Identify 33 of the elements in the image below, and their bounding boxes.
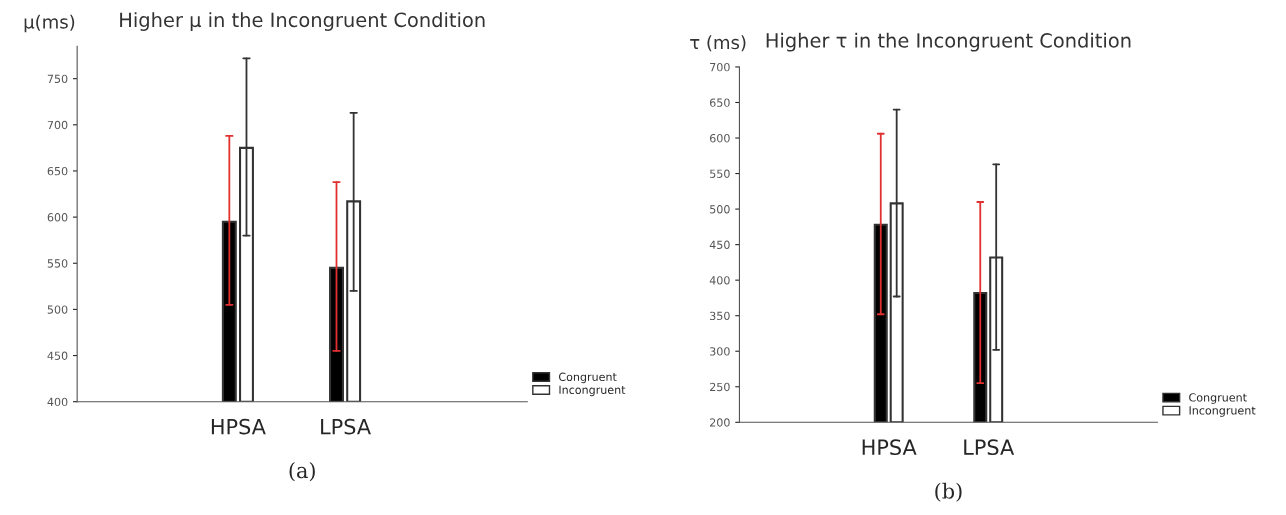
text: (b) <box>935 482 962 502</box>
legend-label: Congruent <box>1189 393 1247 404</box>
y-tick-label: 600 <box>709 133 730 143</box>
y-tick-label: 350 <box>710 311 730 321</box>
legend-label: Congruent <box>558 372 617 384</box>
y-tick-label: 600 <box>47 213 68 222</box>
y-tick-label: 300 <box>710 347 730 356</box>
x-tick-label: LPSA <box>964 439 1015 456</box>
y-tick-label: 700 <box>47 120 68 130</box>
y-tick-label: 650 <box>47 166 68 176</box>
y-tick-label: 400 <box>709 276 730 285</box>
y-tick-label: 250 <box>710 382 730 392</box>
y-tick-label: 750 <box>47 74 68 84</box>
y-tick-label: 700 <box>710 62 730 72</box>
chart-title: Higher μ in the Incongruent Condition <box>120 12 485 31</box>
x-tick-label: HPSA <box>862 439 917 456</box>
y-tick-label: 650 <box>709 98 730 107</box>
y-tick-label: 200 <box>710 418 730 427</box>
legend-label: Incongruent <box>1189 406 1256 417</box>
y-tick-label: 500 <box>710 205 730 214</box>
y-tick-label: 450 <box>709 240 730 249</box>
y-tick-label: 400 <box>47 397 68 407</box>
y-axis-title: μ(ms) <box>24 14 75 33</box>
x-tick-label: HPSA <box>211 418 266 435</box>
text: (a) <box>289 462 315 482</box>
y-tick-label: 450 <box>47 351 68 360</box>
chart-title: Higher τ in the Incongruent Condition <box>766 32 1131 52</box>
y-tick-label: 500 <box>47 305 68 314</box>
y-axis-title: τ (ms) <box>690 35 746 52</box>
legend-label: Incongruent <box>559 385 626 397</box>
y-tick-label: 550 <box>710 169 730 178</box>
x-tick-label: LPSA <box>321 418 371 435</box>
y-tick-label: 550 <box>47 259 68 268</box>
